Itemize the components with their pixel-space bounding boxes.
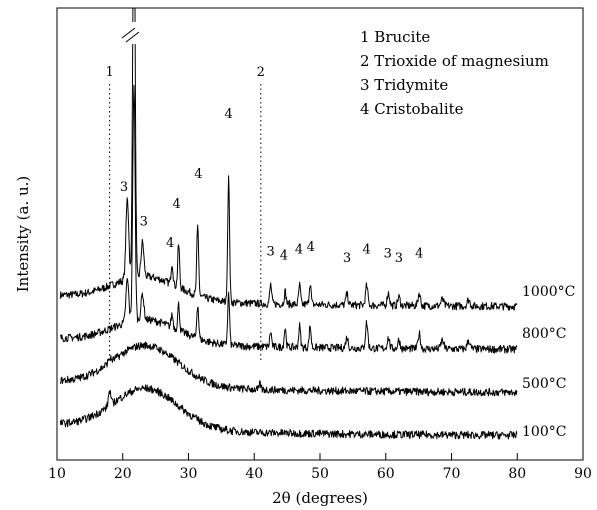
series-label: 800°C [522,326,566,342]
peak-label: 4 [415,247,423,262]
legend-entry: 4 Cristobalite [360,100,464,118]
series-layer [59,7,518,440]
peak-label: 4 [194,167,202,182]
peak-label: 3 [343,251,351,266]
peak-label: 3 [267,244,275,259]
legend-entry: 2 Trioxide of magnesium [360,52,549,70]
reference-line-label: 1 [105,65,113,80]
series-label: 1000°C [522,284,575,300]
x-axis-label: 2θ (degrees) [272,489,368,507]
y-axis-label: Intensity (a. u.) [14,176,32,293]
peak-label: 4 [224,107,232,122]
peak-label: 3 [395,251,403,266]
x-tick-label: 50 [311,466,329,482]
x-tick-label: 20 [114,466,132,482]
series-label: 100°C [522,424,566,440]
x-tick-label: 10 [48,466,66,482]
x-tick-label: 30 [180,466,198,482]
x-axis-ticks: 10 20 30 40 50 60 70 80 90 [48,453,592,482]
x-tick-label: 40 [245,466,263,482]
peak-label: 4 [363,242,371,257]
series-line-800°C [59,84,518,354]
peak-label: 3 [140,214,148,229]
reference-line-label: 2 [257,65,265,80]
peak-label: 4 [295,242,303,257]
peak-labels: 4334444344434334 [120,107,423,266]
legend-entry: 3 Tridymite [360,76,448,94]
peak-label: 3 [384,247,392,262]
peak-label: 4 [280,249,288,264]
series-label: 500°C [522,376,566,392]
x-tick-label: 90 [574,466,592,482]
axis-break-mark [118,22,146,44]
series-line-1000°C [59,7,518,311]
peak-label: 3 [120,180,128,195]
legend-entry: 1 Brucite [360,28,430,46]
x-tick-label: 60 [377,466,395,482]
x-tick-label: 80 [508,466,526,482]
x-tick-label: 70 [443,466,461,482]
peak-label: 4 [307,240,315,255]
peak-label: 4 [173,197,181,212]
series-labels: 1000°C 800°C 500°C 100°C [522,284,575,440]
series-line-100°C [59,384,518,440]
legend: 1 Brucite 2 Trioxide of magnesium 3 Tridym… [360,28,549,118]
series-line-500°C [59,341,518,397]
peak-label: 4 [166,236,174,251]
